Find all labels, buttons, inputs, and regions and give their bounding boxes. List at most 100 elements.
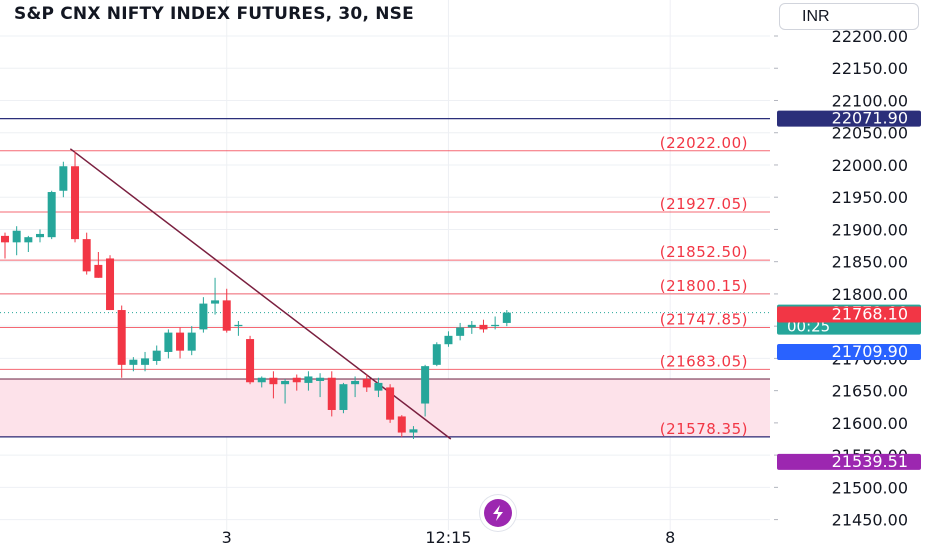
candle <box>59 161 68 198</box>
price-tag-label: 21539.51 <box>832 452 908 471</box>
candle <box>502 310 511 327</box>
candle-body <box>152 350 161 361</box>
candle-body <box>491 324 500 327</box>
price-axis-label: 21950.00 <box>832 188 908 207</box>
candle-body <box>176 332 185 351</box>
candle-body <box>292 377 301 383</box>
candle-body <box>164 332 173 352</box>
candle-body <box>47 192 56 238</box>
candle <box>129 357 138 372</box>
candle-body <box>199 303 208 330</box>
candle-body <box>211 300 220 304</box>
candle-body <box>351 380 360 385</box>
candle-body <box>316 377 325 381</box>
candle <box>94 252 103 278</box>
candle <box>292 374 301 391</box>
candle <box>491 316 500 330</box>
candle <box>281 379 290 404</box>
candle-body <box>1 235 9 243</box>
candle <box>304 371 313 391</box>
price-tag-label: 21768.10 <box>832 304 908 323</box>
candle-body <box>246 339 255 383</box>
candle <box>409 426 418 439</box>
candle-body <box>374 382 383 391</box>
candle <box>47 190 56 240</box>
candle <box>257 376 266 388</box>
price-axis-label: 22100.00 <box>832 91 908 110</box>
candle <box>269 371 278 399</box>
candle-body <box>502 312 511 323</box>
candle-body <box>257 377 266 383</box>
candle-body <box>24 237 33 243</box>
level-label: (21800.15) <box>660 277 748 295</box>
level-label: (21747.85) <box>660 311 748 329</box>
price-axis-label: 21450.00 <box>832 511 908 530</box>
level-label: (21927.05) <box>660 195 748 213</box>
flash-button[interactable] <box>480 495 516 531</box>
candle <box>467 321 476 334</box>
candle <box>362 374 371 392</box>
candle-body <box>129 359 138 365</box>
price-tag <box>777 453 921 470</box>
price-axis-label: 22200.00 <box>832 27 908 46</box>
candle-body <box>444 335 453 345</box>
candle-body <box>456 327 465 336</box>
price-tag <box>777 344 921 361</box>
price-tag <box>777 306 921 323</box>
candle-body <box>141 358 150 365</box>
candle <box>316 373 325 398</box>
price-tag-label: 22071.90 <box>832 109 908 128</box>
candle <box>164 329 173 359</box>
candle <box>82 232 91 275</box>
lightning-icon <box>484 499 512 527</box>
candle-body <box>467 324 476 328</box>
candle <box>222 288 231 333</box>
price-axis-label: 21500.00 <box>832 478 908 497</box>
candle <box>199 297 208 333</box>
candle <box>397 415 406 438</box>
candle <box>432 342 441 367</box>
price-axis-label: 21600.00 <box>832 414 908 433</box>
candle <box>456 322 465 341</box>
price-axis-label: 22050.00 <box>832 124 908 143</box>
candle <box>327 371 336 417</box>
level-label: (21578.35) <box>660 420 748 438</box>
chart-title: S&P CNX NIFTY INDEX FUTURES, 30, NSE <box>14 4 414 24</box>
candle-body <box>59 166 68 191</box>
candle <box>12 226 21 256</box>
time-axis-label: 12:15 <box>425 528 471 547</box>
currency-button[interactable]: INR <box>779 3 919 30</box>
support-zone <box>0 379 770 437</box>
time-axis-label: 3 <box>222 528 232 547</box>
price-axis-label: 21650.00 <box>832 382 908 401</box>
price-axis-label: 21900.00 <box>832 220 908 239</box>
candle <box>339 382 348 414</box>
candle <box>117 305 126 378</box>
candle-body <box>362 379 371 388</box>
candle-body <box>269 377 278 385</box>
candle <box>246 335 255 385</box>
candle <box>187 326 196 356</box>
candle <box>141 351 150 372</box>
candle-body <box>106 258 115 311</box>
candle <box>211 277 220 315</box>
price-axis-label: 22150.00 <box>832 59 908 78</box>
level-label: (21852.50) <box>660 243 748 261</box>
candle <box>374 377 383 398</box>
candle <box>479 319 488 333</box>
candle-body <box>421 366 430 404</box>
candle-body <box>281 380 290 385</box>
candle-body <box>222 300 231 331</box>
candle <box>351 376 360 398</box>
price-tag-label: 21709.90 <box>832 342 908 361</box>
level-label: (22022.00) <box>660 134 748 152</box>
price-tag <box>777 110 921 127</box>
candle-body <box>36 233 45 238</box>
candle <box>24 235 33 253</box>
candle-body <box>304 376 313 383</box>
candle-body <box>12 230 21 243</box>
candle <box>1 232 9 259</box>
candle-body <box>397 416 406 433</box>
candle-body <box>234 324 243 327</box>
